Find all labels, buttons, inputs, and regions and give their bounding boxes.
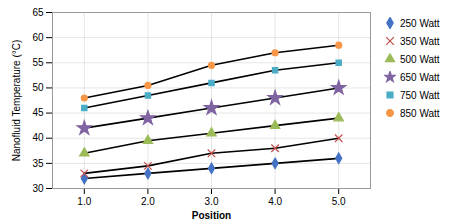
svg-text:3.0: 3.0	[205, 196, 219, 207]
svg-text:45: 45	[32, 107, 44, 118]
svg-text:35: 35	[32, 158, 44, 169]
svg-text:55: 55	[32, 57, 44, 68]
svg-text:2.0: 2.0	[141, 196, 155, 207]
svg-text:1.0: 1.0	[77, 196, 91, 207]
svg-text:60: 60	[32, 32, 44, 43]
html-text:250 Watt: 250 Watt	[400, 17, 440, 29]
html-text:500 Watt: 500 Watt	[400, 53, 440, 65]
svg-text:50: 50	[32, 82, 44, 93]
html-text:750 Watt: 750 Watt	[400, 89, 440, 101]
svg-text:5.0: 5.0	[332, 196, 346, 207]
svg-text:65: 65	[32, 7, 44, 18]
html-text:350 Watt: 350 Watt	[400, 35, 440, 47]
html-text:650 Watt: 650 Watt	[400, 71, 440, 83]
svg-text:Nanofluid Temperature (°C): Nanofluid Temperature (°C)	[11, 40, 22, 162]
svg-text:40: 40	[32, 132, 44, 143]
svg-text:4.0: 4.0	[268, 196, 282, 207]
svg-text:30: 30	[32, 183, 44, 194]
svg-text:Position: Position	[192, 210, 231, 221]
html-text:850 Watt: 850 Watt	[400, 107, 440, 119]
